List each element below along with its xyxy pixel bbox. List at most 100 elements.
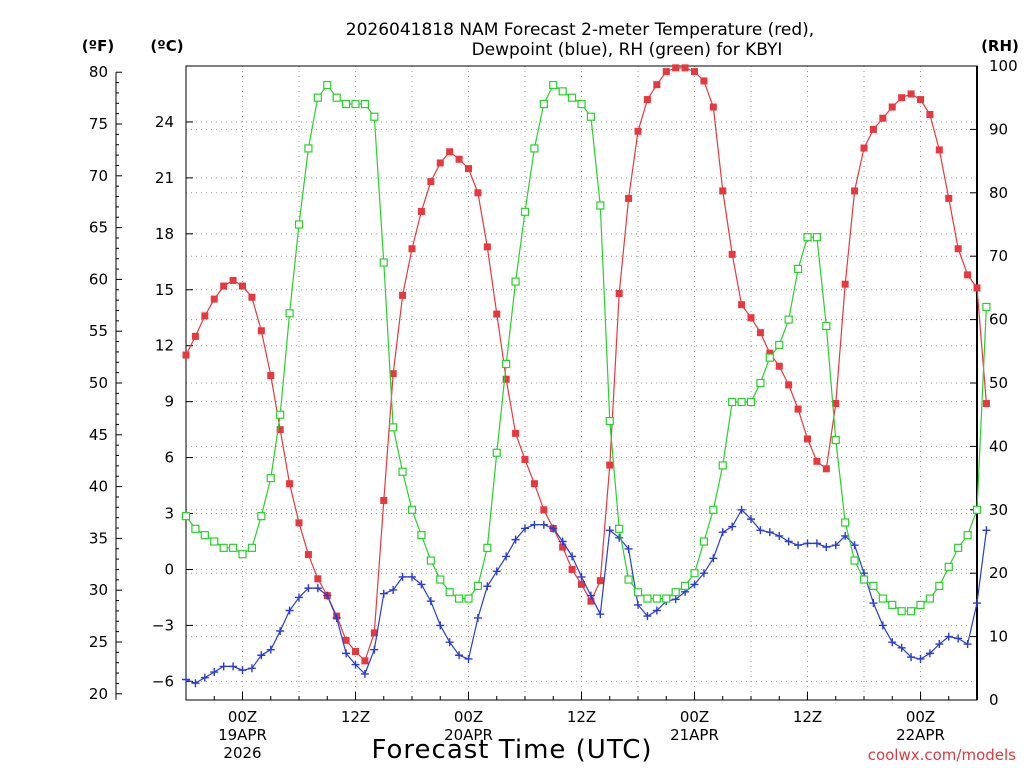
data-point — [615, 524, 624, 533]
x-tick-label: 00Z — [454, 708, 483, 726]
data-point — [841, 280, 849, 288]
data-point — [897, 643, 906, 652]
rh-tick-label: 100 — [989, 57, 1018, 75]
data-point — [549, 80, 558, 90]
celsius-tick-label: 3 — [164, 505, 174, 523]
data-point — [624, 544, 633, 553]
data-point — [728, 397, 737, 407]
data-point — [643, 96, 651, 104]
data-point — [935, 146, 943, 154]
series-dewpoint — [182, 505, 991, 688]
data-point — [483, 243, 491, 251]
data-point — [360, 99, 370, 109]
data-point — [436, 621, 445, 630]
data-point — [530, 520, 539, 529]
data-point — [746, 397, 756, 407]
celsius-tick-label: −6 — [152, 672, 174, 690]
data-point — [191, 524, 200, 533]
data-point — [935, 581, 944, 590]
data-point — [728, 250, 736, 258]
data-point — [765, 353, 774, 362]
x-tick-label: 00Z — [906, 708, 935, 726]
data-point — [869, 599, 878, 608]
data-point — [323, 591, 332, 600]
data-point — [775, 531, 784, 540]
celsius-tick-label: 6 — [164, 449, 174, 467]
data-point — [662, 594, 671, 603]
data-point — [737, 505, 746, 514]
data-point — [408, 572, 416, 581]
data-point — [559, 543, 567, 551]
data-point — [446, 148, 454, 156]
data-point — [812, 539, 821, 548]
data-point — [680, 581, 690, 590]
data-point — [530, 480, 538, 488]
fahrenheit-tick-label: 30 — [89, 581, 108, 599]
data-point — [427, 178, 435, 186]
data-point — [775, 340, 784, 350]
celsius-tick-label: 21 — [155, 169, 174, 187]
data-point — [803, 539, 812, 548]
data-point — [643, 594, 652, 603]
fahrenheit-tick-label: 50 — [89, 374, 108, 392]
data-point — [699, 569, 708, 578]
series-rh — [181, 80, 991, 616]
data-point — [219, 662, 228, 671]
data-point — [313, 93, 322, 102]
data-point — [615, 289, 623, 297]
data-point — [285, 606, 294, 615]
data-point — [586, 112, 596, 121]
data-point — [323, 80, 332, 90]
data-point — [897, 607, 906, 616]
data-point — [539, 99, 548, 109]
data-point — [191, 332, 199, 340]
data-point — [728, 522, 737, 531]
data-point — [963, 531, 972, 540]
data-point — [361, 657, 369, 665]
data-point — [718, 528, 727, 537]
data-point — [718, 461, 727, 470]
fahrenheit-tick-label: 70 — [89, 167, 108, 185]
data-point — [191, 679, 200, 688]
data-point — [596, 577, 604, 585]
data-point — [964, 271, 972, 279]
series-line — [185, 83, 987, 612]
data-point — [577, 572, 586, 581]
data-point — [276, 410, 285, 419]
data-point — [878, 621, 887, 630]
data-point — [869, 125, 877, 133]
data-point — [643, 612, 652, 621]
chart-title-line1: 2026041818 NAM Forecast 2-meter Temperat… — [346, 20, 814, 40]
data-point — [502, 359, 511, 369]
data-point — [860, 144, 868, 152]
data-point — [399, 291, 407, 299]
fahrenheit-tick-label: 60 — [89, 270, 108, 288]
data-point — [229, 662, 238, 671]
rh-tick-label: 30 — [989, 501, 1008, 519]
data-point — [276, 426, 284, 434]
data-point — [408, 245, 416, 253]
data-point — [436, 575, 445, 584]
data-point — [248, 293, 256, 301]
data-point — [973, 284, 981, 292]
data-point — [417, 207, 425, 215]
fahrenheit-unit-label: (ºF) — [82, 37, 114, 55]
data-point — [370, 629, 378, 637]
data-point — [493, 310, 501, 318]
data-point — [266, 645, 275, 654]
gridlines — [186, 66, 977, 700]
data-point — [926, 110, 934, 118]
data-point — [822, 543, 831, 552]
data-point — [464, 594, 473, 603]
data-point — [473, 613, 482, 622]
data-point — [379, 589, 388, 598]
data-point — [822, 465, 830, 473]
data-point — [182, 675, 190, 684]
data-point — [935, 640, 944, 649]
data-point — [944, 562, 953, 571]
data-point — [492, 448, 501, 457]
data-point — [738, 301, 746, 309]
data-point — [596, 610, 605, 619]
data-point — [634, 127, 642, 135]
data-point — [342, 636, 350, 644]
